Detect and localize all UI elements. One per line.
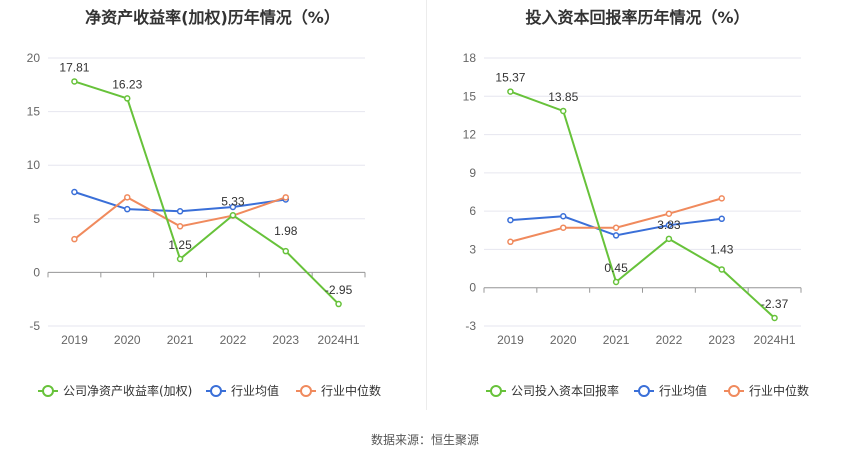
roic-data-point-average[interactable] xyxy=(612,232,620,239)
roic-data-label: 13.85 xyxy=(548,90,578,104)
roe-legend-marker-average[interactable] xyxy=(210,385,222,397)
roic-data-point-average[interactable] xyxy=(560,212,567,220)
roic-series-line-company xyxy=(510,90,776,319)
roic-legend-label-median[interactable]: 行业中位数 xyxy=(749,383,809,398)
roe-x-tick-label: 2020 xyxy=(114,333,141,347)
roe-data-point-average[interactable] xyxy=(124,205,131,213)
roic-y-tick-label: 15 xyxy=(463,89,477,103)
roic-y-tick-label: 18 xyxy=(463,51,477,65)
roe-x-tick-label: 2021 xyxy=(167,333,194,347)
roic-y-tick-label: 0 xyxy=(469,281,476,295)
roe-data-label: 16.23 xyxy=(112,77,142,91)
chart-title-roe: 净资产收益率(加权)历年情况（%） xyxy=(85,8,340,27)
roic-data-point-median[interactable] xyxy=(507,238,514,246)
roe-x-tick-label: 2019 xyxy=(61,333,88,347)
roe-x-tick-label: 2023 xyxy=(272,333,299,347)
roe-data-label: 17.81 xyxy=(59,60,89,74)
roe-data-point-median[interactable] xyxy=(71,235,78,243)
roe-data-label: -2.95 xyxy=(325,283,353,297)
roic-data-point-company[interactable] xyxy=(560,107,567,115)
roe-data-point-company[interactable] xyxy=(282,247,289,255)
roe-y-tick-label: 10 xyxy=(27,158,41,172)
roic-legend-marker-average[interactable] xyxy=(638,385,650,397)
roic-y-tick-label: 6 xyxy=(469,204,476,218)
roic-data-point-average[interactable] xyxy=(665,221,673,229)
roe-series-line-company xyxy=(74,80,340,305)
roic-y-tick-label: -3 xyxy=(465,319,476,333)
roic-data-label: 3.83 xyxy=(657,218,681,232)
roe-data-point-average[interactable] xyxy=(71,188,78,196)
roe-data-point-median[interactable] xyxy=(282,194,289,201)
roe-data-point-company[interactable] xyxy=(335,300,342,308)
roe-y-tick-label: 20 xyxy=(27,51,41,65)
roic-data-point-company[interactable] xyxy=(612,278,620,286)
roic-data-label: 15.37 xyxy=(495,71,525,85)
roic-data-point-median[interactable] xyxy=(718,195,725,202)
chart-title-roic: 投入资本回报率历年情况（%） xyxy=(525,8,750,27)
roic-data-point-median[interactable] xyxy=(612,224,620,231)
roic-data-point-median[interactable] xyxy=(665,210,673,217)
roic-x-tick-label: 2019 xyxy=(497,333,524,347)
roic-x-tick-label: 2021 xyxy=(603,333,630,347)
roe-legend-label-company[interactable]: 公司净资产收益率(加权) xyxy=(63,383,192,398)
roe-x-tick-label: 2024H1 xyxy=(318,333,360,347)
roic-data-label: 0.45 xyxy=(604,261,628,275)
roe-data-point-median[interactable] xyxy=(124,194,131,201)
roe-data-point-company[interactable] xyxy=(124,95,131,102)
roic-y-tick-label: 12 xyxy=(463,128,477,142)
roe-y-tick-label: 0 xyxy=(33,265,40,279)
roic-legend-marker-company[interactable] xyxy=(490,385,502,397)
roe-data-point-company[interactable] xyxy=(176,255,184,263)
roe-data-point-median[interactable] xyxy=(176,223,184,230)
roic-data-point-company[interactable] xyxy=(718,266,725,273)
panel-divider xyxy=(426,0,427,410)
roe-data-point-average[interactable] xyxy=(176,208,184,215)
roe-data-label: 1.98 xyxy=(274,224,298,238)
roic-x-tick-label: 2022 xyxy=(656,333,683,347)
roic-legend-marker-median[interactable] xyxy=(728,385,740,397)
roe-y-tick-label: 15 xyxy=(27,105,41,119)
roic-y-tick-label: 3 xyxy=(469,242,476,256)
roic-x-tick-label: 2020 xyxy=(550,333,577,347)
roic-data-point-company[interactable] xyxy=(507,88,514,95)
roic-data-label: -2.37 xyxy=(761,297,789,311)
roe-y-tick-label: 5 xyxy=(33,212,40,226)
roic-data-point-company[interactable] xyxy=(665,235,673,243)
roe-legend-label-average[interactable]: 行业均值 xyxy=(231,383,279,398)
roic-legend-label-company[interactable]: 公司投入资本回报率 xyxy=(511,383,619,398)
roic-legend-label-average[interactable]: 行业均值 xyxy=(659,383,707,398)
roe-data-label: 5.33 xyxy=(221,194,245,208)
roic-data-point-average[interactable] xyxy=(507,216,514,224)
roe-x-tick-label: 2022 xyxy=(220,333,247,347)
roe-legend-marker-median[interactable] xyxy=(300,385,312,397)
roic-x-tick-label: 2024H1 xyxy=(754,333,796,347)
roe-legend-label-median[interactable]: 行业中位数 xyxy=(321,383,381,398)
roic-data-point-average[interactable] xyxy=(718,215,725,223)
data-source-note: 数据来源：恒生聚源 xyxy=(370,433,479,447)
roe-data-point-company[interactable] xyxy=(229,212,237,219)
roe-data-point-average[interactable] xyxy=(229,203,237,211)
roic-y-tick-label: 9 xyxy=(469,166,476,180)
roic-data-point-company[interactable] xyxy=(771,314,778,322)
roic-x-tick-label: 2023 xyxy=(708,333,735,347)
roe-y-tick-label: -5 xyxy=(29,319,40,333)
roic-data-label: 1.43 xyxy=(710,242,734,256)
roe-data-label: 1.25 xyxy=(168,238,192,252)
roic-data-point-median[interactable] xyxy=(560,224,567,231)
roe-data-point-company[interactable] xyxy=(71,78,78,85)
roe-legend-marker-company[interactable] xyxy=(42,385,54,397)
